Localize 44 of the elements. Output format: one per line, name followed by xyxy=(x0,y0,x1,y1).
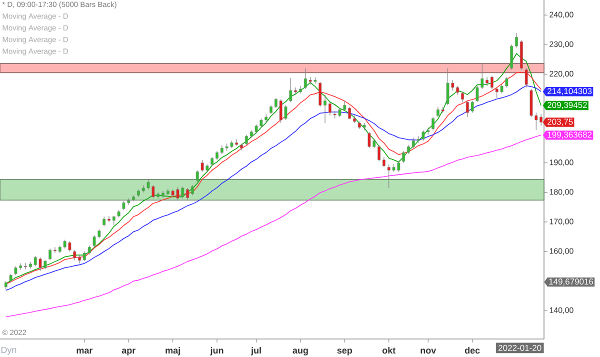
candlestick xyxy=(515,32,518,48)
candlestick xyxy=(461,92,464,103)
text: Dyn xyxy=(1,346,16,355)
candlestick xyxy=(318,81,322,107)
data-label: 214,104303 xyxy=(548,88,592,96)
candlestick xyxy=(24,262,27,270)
candlestick xyxy=(402,150,406,164)
candlestick xyxy=(328,102,332,116)
y-tick-label: 170,00 xyxy=(550,218,574,226)
candlestick xyxy=(108,216,110,222)
candlestick xyxy=(510,44,514,70)
candlestick xyxy=(324,94,326,124)
candlestick xyxy=(54,246,56,254)
x-tick-label: jul xyxy=(250,346,261,356)
x-tick-label: aug xyxy=(292,348,308,356)
x-tick-label: nov xyxy=(420,348,436,354)
x-tick-label: apr xyxy=(122,348,136,356)
data-label: 209,39452 xyxy=(548,102,587,110)
candlestick xyxy=(196,170,199,182)
y-tick-label: 140,00 xyxy=(550,307,574,314)
candlestick xyxy=(524,68,528,88)
x-tick-label: dec xyxy=(464,346,480,354)
candlestick xyxy=(48,248,52,261)
text: 149,679016 xyxy=(549,278,594,286)
candlestick xyxy=(102,216,106,227)
y-tick-label: 220,00 xyxy=(550,70,574,78)
y-tick-label: 190,00 xyxy=(550,160,574,166)
data-label: 199,363682 xyxy=(548,132,592,139)
y-tick-label: 180,00 xyxy=(550,189,574,196)
candlestick xyxy=(382,156,386,168)
text: 203,75 xyxy=(548,118,573,126)
candlestick xyxy=(490,75,494,90)
y-tick-label: 160,00 xyxy=(550,248,574,255)
y-tick-label: 240,00 xyxy=(550,12,574,18)
y-tick-label: 230,00 xyxy=(550,41,574,48)
x-tick-label: okt xyxy=(382,346,396,354)
x-tick-label: mar xyxy=(76,348,93,354)
candlestick xyxy=(432,116,434,131)
x-tick-label: sep xyxy=(337,348,352,356)
text: 2022-01-20 xyxy=(498,344,542,351)
candlestick xyxy=(191,184,194,196)
x-tick-label: jun xyxy=(210,346,224,356)
candlestick xyxy=(245,134,248,146)
x-tick-label: maj xyxy=(166,346,180,356)
